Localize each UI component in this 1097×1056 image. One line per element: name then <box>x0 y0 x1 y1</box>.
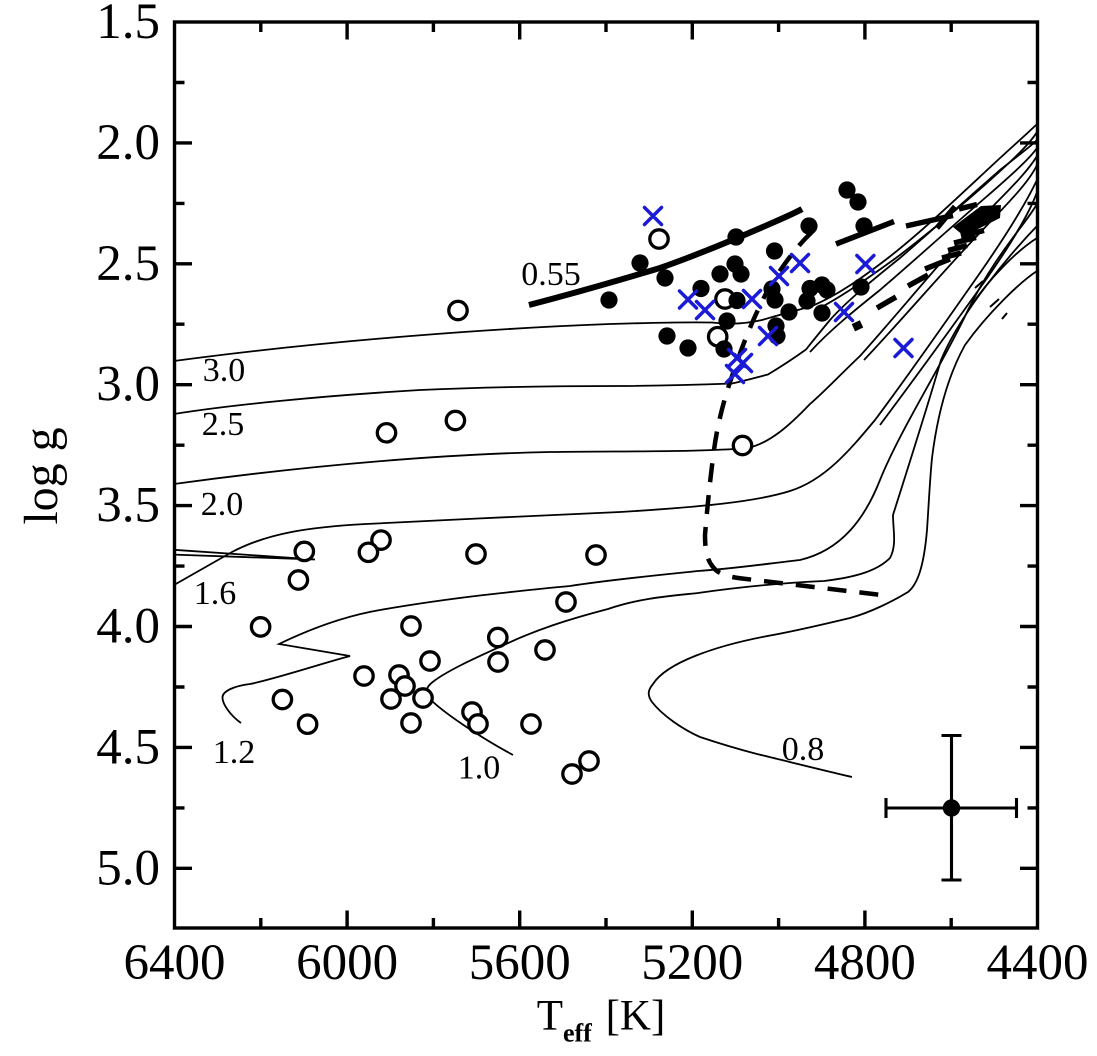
svg-text:2.5: 2.5 <box>96 236 160 292</box>
svg-text:4.0: 4.0 <box>96 599 160 655</box>
svg-text:0.8: 0.8 <box>782 731 825 768</box>
svg-text:6400: 6400 <box>124 935 226 991</box>
svg-text:log g: log g <box>15 427 68 524</box>
svg-text:1.2: 1.2 <box>213 734 256 771</box>
svg-text:Teff [K]: Teff [K] <box>537 993 666 1048</box>
svg-text:4.5: 4.5 <box>96 719 160 775</box>
svg-text:4800: 4800 <box>814 935 916 991</box>
svg-text:0.55: 0.55 <box>521 256 581 293</box>
svg-text:2.0: 2.0 <box>201 486 244 523</box>
svg-text:2.5: 2.5 <box>202 406 245 443</box>
svg-text:3.0: 3.0 <box>96 357 160 413</box>
svg-text:6000: 6000 <box>296 935 398 991</box>
svg-text:3.5: 3.5 <box>96 478 160 534</box>
svg-text:5.0: 5.0 <box>96 840 160 896</box>
svg-text:5200: 5200 <box>641 935 743 991</box>
svg-text:3.0: 3.0 <box>203 352 246 389</box>
svg-text:1.0: 1.0 <box>458 750 501 787</box>
svg-text:2.0: 2.0 <box>96 115 160 171</box>
svg-text:1.5: 1.5 <box>96 0 160 50</box>
svg-text:5600: 5600 <box>469 935 571 991</box>
svg-text:1.6: 1.6 <box>194 575 237 612</box>
svg-text:4400: 4400 <box>987 935 1089 991</box>
